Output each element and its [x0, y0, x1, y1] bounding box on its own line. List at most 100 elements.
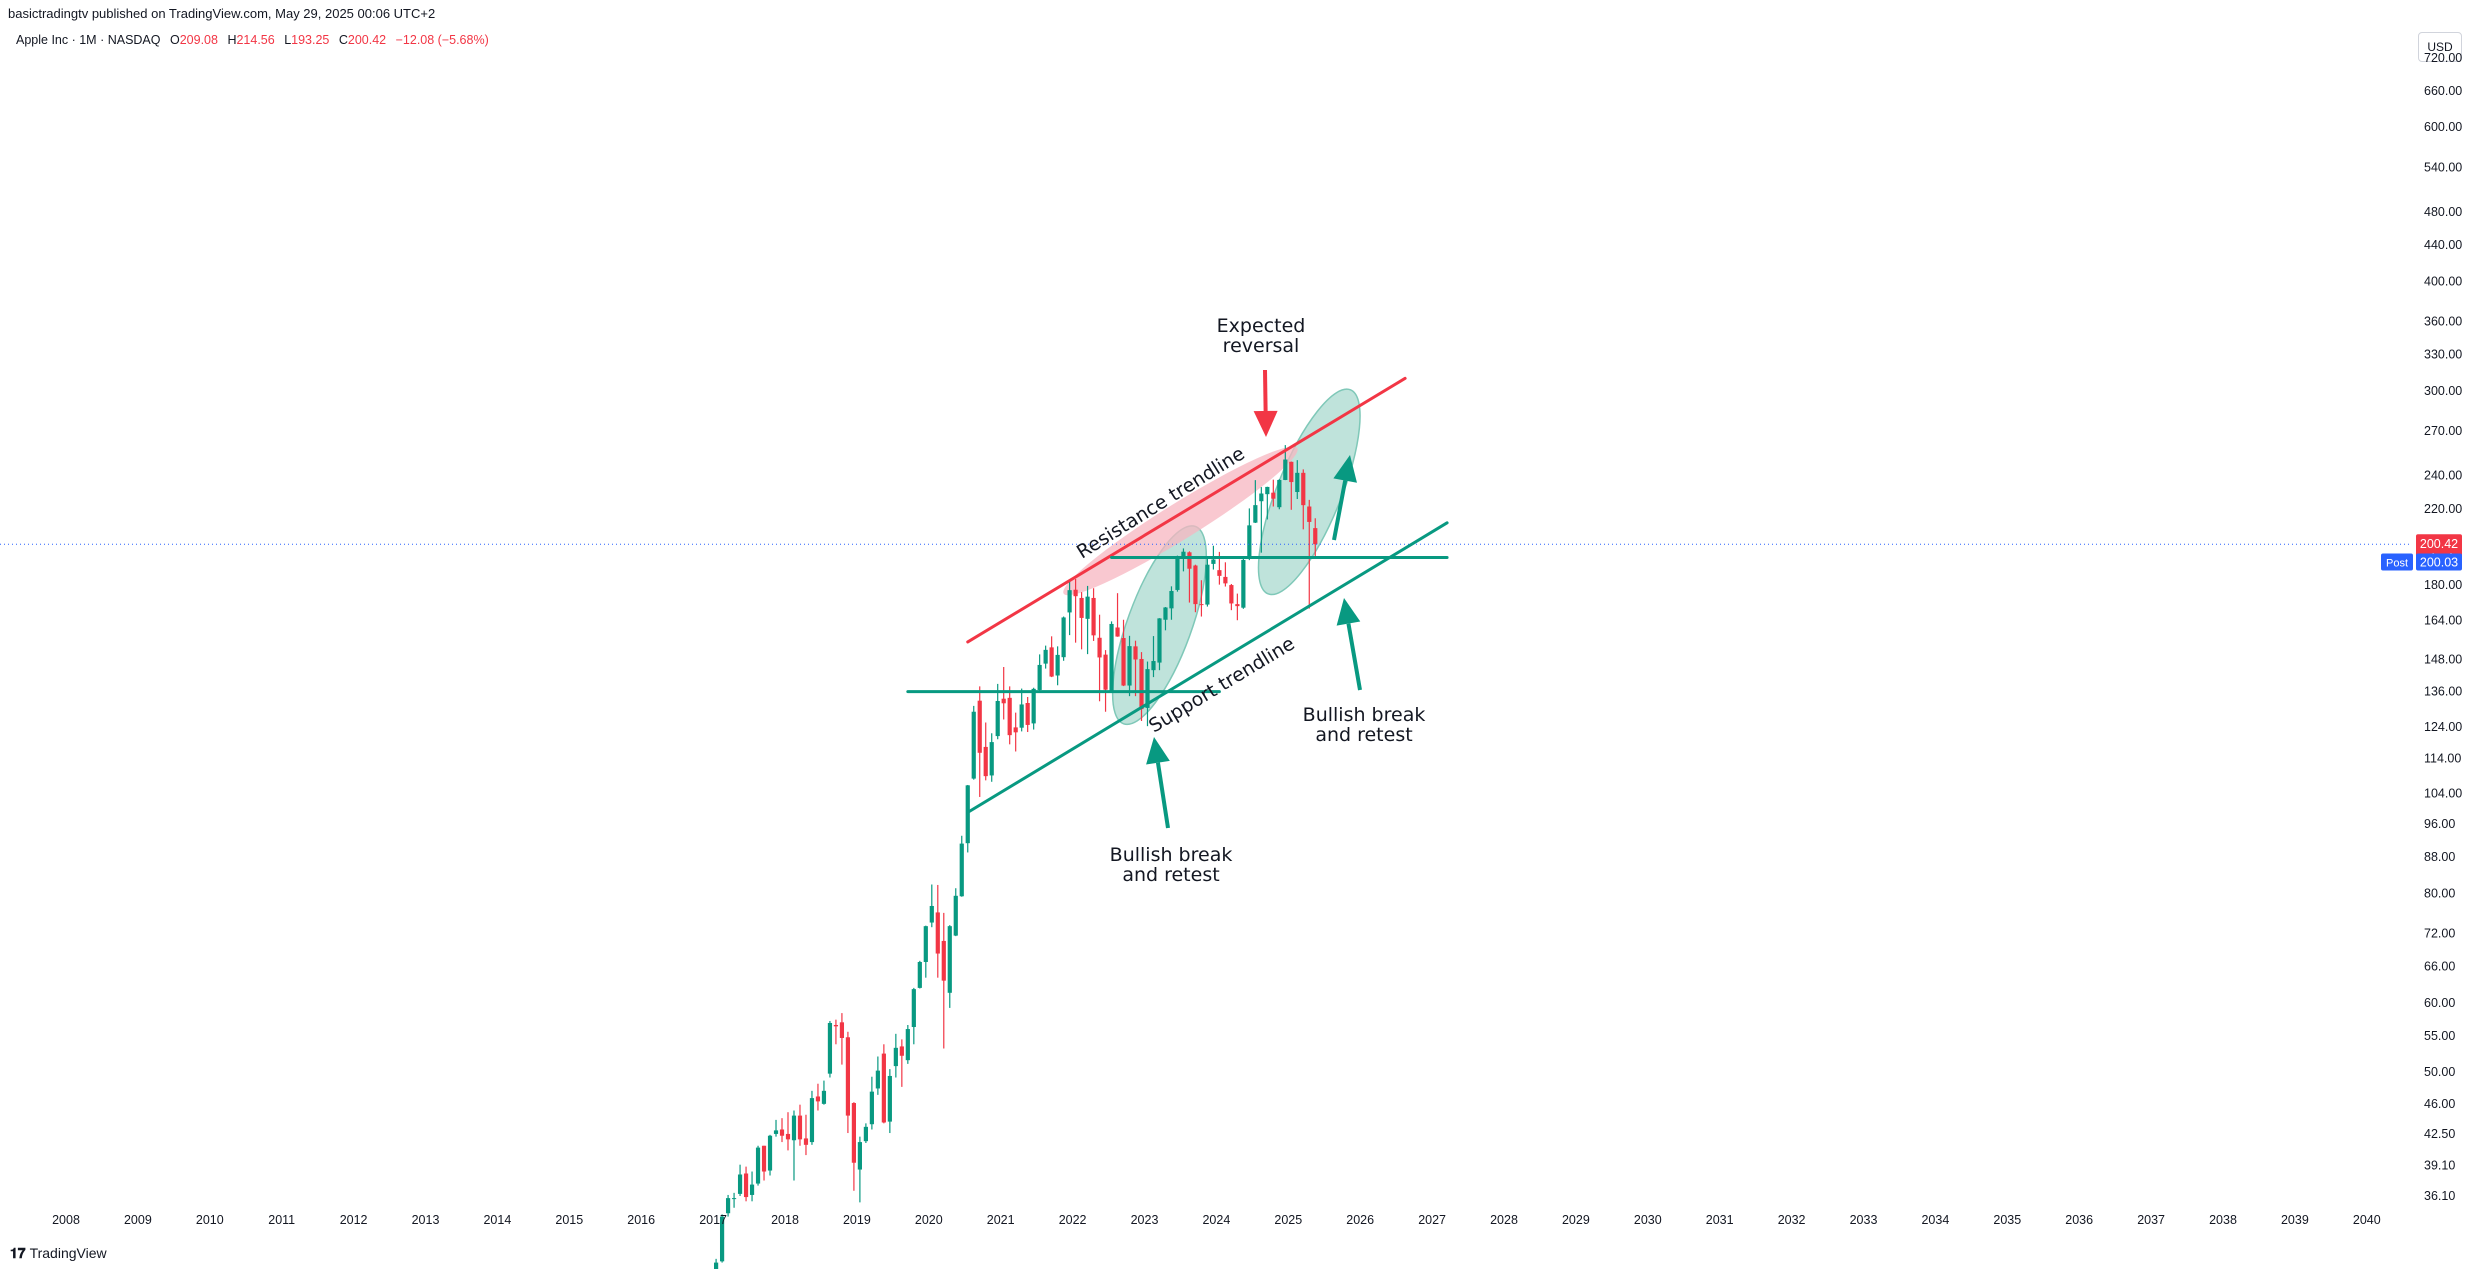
- bullish-break-label-2: Bullish break: [1303, 704, 1426, 726]
- price-tick-label: 180.00: [2424, 578, 2462, 592]
- candle-body: [1307, 506, 1312, 522]
- candle-body: [989, 742, 994, 776]
- open-label: O: [169, 33, 180, 47]
- candle-body: [995, 700, 1000, 737]
- candle-body: [1013, 727, 1018, 733]
- price-tick-label: 540.00: [2424, 160, 2462, 174]
- year-tick-label: 2029: [1562, 1213, 1590, 1227]
- year-tick-label: 2031: [1706, 1213, 1734, 1227]
- support-trendline: [966, 521, 1449, 814]
- candle-body: [761, 1145, 767, 1172]
- price-tick-label: 104.00: [2424, 787, 2462, 801]
- year-tick-label: 2038: [2209, 1213, 2237, 1227]
- candle-body: [953, 895, 958, 936]
- year-tick-label: 2027: [1418, 1213, 1446, 1227]
- year-tick-label: 2022: [1059, 1213, 1087, 1227]
- candle-body: [1187, 552, 1192, 569]
- candle-body: [725, 1198, 731, 1214]
- candle-body: [791, 1115, 797, 1141]
- year-tick-label: 2024: [1202, 1213, 1230, 1227]
- year-tick-label: 2020: [915, 1213, 943, 1227]
- candle-body: [1157, 618, 1162, 663]
- candle-body: [719, 1216, 725, 1262]
- post-label: Post: [2386, 558, 2408, 570]
- price-tick-label: 80.00: [2424, 886, 2455, 900]
- candle-body: [971, 711, 976, 779]
- candle-body: [845, 1037, 851, 1116]
- symbol-name[interactable]: Apple Inc · 1M · NASDAQ: [16, 33, 161, 47]
- candle-body: [731, 1198, 737, 1200]
- candle-body: [899, 1046, 904, 1056]
- candle-body: [1271, 492, 1276, 499]
- candle-body: [1193, 565, 1198, 605]
- candle-body: [1109, 623, 1114, 692]
- candle-body: [815, 1096, 821, 1102]
- candle-body: [1025, 702, 1030, 725]
- change-value: −12.08 (−5.68%): [395, 33, 489, 47]
- price-tick-label: 300.00: [2424, 384, 2462, 398]
- candle-body: [809, 1098, 815, 1143]
- price-tick-label: 42.50: [2424, 1127, 2455, 1141]
- candle-body: [821, 1090, 827, 1104]
- candle-body: [1103, 654, 1108, 690]
- symbol-legend[interactable]: Apple Inc · 1M · NASDAQ O209.08 H214.56 …: [16, 33, 489, 47]
- price-tick-label: 330.00: [2424, 348, 2462, 362]
- post-price-value: 200.03: [2420, 556, 2458, 570]
- price-tick-label: 148.00: [2424, 652, 2462, 666]
- candle-body: [905, 1029, 910, 1061]
- price-tick-label: 72.00: [2424, 926, 2455, 940]
- year-tick-label: 2035: [1993, 1213, 2021, 1227]
- price-tick-label: 88.00: [2424, 850, 2455, 864]
- break1-arrow: [1146, 737, 1170, 829]
- price-tick-label: 270.00: [2424, 424, 2462, 438]
- year-tick-label: 2037: [2137, 1213, 2165, 1227]
- candle-body: [887, 1075, 892, 1122]
- candle-body: [1037, 664, 1042, 690]
- candle-body: [923, 926, 928, 962]
- price-tick-label: 600.00: [2424, 120, 2462, 134]
- break2-arrow: [1336, 598, 1362, 691]
- year-tick-label: 2026: [1346, 1213, 1374, 1227]
- candle-body: [773, 1130, 779, 1134]
- tradingview-footer[interactable]: 𝟏𝟕 TradingView: [10, 1245, 107, 1262]
- candle-body: [1127, 646, 1132, 686]
- price-tick-label: 360.00: [2424, 314, 2462, 328]
- last-price-value: 200.42: [2420, 537, 2458, 551]
- candle-body: [917, 961, 922, 988]
- price-tick-label: 66.00: [2424, 960, 2455, 974]
- price-tick-label: 480.00: [2424, 205, 2462, 219]
- candle-body: [1181, 551, 1186, 557]
- price-tick-label: 50.00: [2424, 1065, 2455, 1079]
- close-label: C: [338, 33, 348, 47]
- candle-body: [1001, 698, 1006, 704]
- year-tick-label: 2009: [124, 1213, 152, 1227]
- year-tick-label: 2032: [1778, 1213, 1806, 1227]
- price-axis[interactable]: 36.10 39.10 42.50 46.00 50.00 55.00 60.00 66.00…: [2424, 51, 2462, 1203]
- candle-body: [1295, 472, 1300, 493]
- candle-body: [869, 1091, 874, 1125]
- candle-body: [929, 905, 934, 923]
- candle-body: [1097, 637, 1102, 658]
- trendlines[interactable]: [0, 376, 2410, 814]
- expected-reversal-label-2: reversal: [1223, 335, 1300, 357]
- price-tick-label: 114.00: [2424, 752, 2461, 766]
- candle-body: [1145, 669, 1150, 708]
- candle-body: [1121, 638, 1126, 686]
- price-tick-label: 39.10: [2424, 1159, 2455, 1173]
- price-tick-label: 55.00: [2424, 1029, 2455, 1043]
- candle-body: [1031, 688, 1036, 724]
- year-tick-label: 2039: [2281, 1213, 2309, 1227]
- candle-body: [1259, 493, 1264, 502]
- candle-body: [1079, 597, 1084, 618]
- year-tick-label: 2021: [987, 1213, 1015, 1227]
- time-axis[interactable]: 2008 2009 2010 2011 2012 2013 2014 2015 2016 2017…: [52, 1213, 2381, 1227]
- price-tick-label: 46.00: [2424, 1097, 2455, 1111]
- currency-selector[interactable]: USD: [2418, 32, 2462, 62]
- candle-body: [1253, 505, 1258, 523]
- candle-body: [911, 989, 916, 1028]
- candle-body: [947, 926, 952, 993]
- reversal-arrow: [1253, 369, 1278, 437]
- resistance-trendline: [966, 376, 1407, 644]
- price-tick-label: 60.00: [2424, 996, 2455, 1010]
